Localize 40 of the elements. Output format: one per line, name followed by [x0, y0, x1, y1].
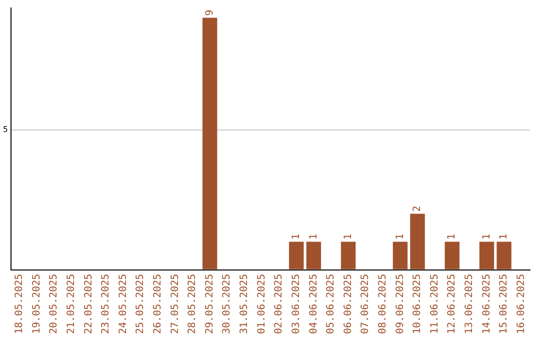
x-tick-label: 01.06.2025 — [256, 274, 268, 334]
x-tick-label: 23.05.2025 — [100, 274, 112, 334]
x-tick-label: 26.05.2025 — [152, 274, 164, 334]
x-tick-label: 13.06.2025 — [464, 274, 476, 334]
x-tick-label: 06.06.2025 — [342, 274, 354, 334]
x-tick-label: 10.06.2025 — [412, 274, 424, 334]
x-tick-label: 16.06.2025 — [516, 274, 527, 334]
data-label: 2 — [412, 206, 424, 212]
data-label: 1 — [498, 234, 510, 240]
x-tick-label: 04.06.2025 — [308, 274, 320, 334]
x-tick-label: 19.05.2025 — [31, 274, 42, 334]
x-tick-label: 31.05.2025 — [239, 274, 250, 334]
x-tick-label: 21.05.2025 — [66, 274, 77, 334]
data-label: 1 — [481, 234, 492, 240]
data-label: 9 — [204, 10, 216, 16]
x-tick-label: 12.06.2025 — [446, 274, 458, 334]
x-tick-label: 03.06.2025 — [290, 274, 302, 334]
x-tick-label: 24.05.2025 — [118, 274, 129, 334]
data-label: 1 — [342, 234, 354, 240]
x-tick-label: 25.05.2025 — [135, 274, 146, 334]
x-tick-label: 20.05.2025 — [48, 274, 60, 334]
x-tick-label: 27.05.2025 — [170, 274, 181, 334]
x-tick-label: 05.06.2025 — [326, 274, 337, 334]
data-label: 1 — [394, 234, 406, 240]
x-tick-label: 09.06.2025 — [394, 274, 406, 334]
x-tick-label: 07.06.2025 — [360, 274, 372, 334]
data-label: 1 — [446, 234, 458, 240]
data-label: 1 — [290, 234, 302, 240]
x-tick-label: 15.06.2025 — [498, 274, 510, 334]
x-tick-label: 22.05.2025 — [83, 274, 94, 334]
x-tick-label: 30.05.2025 — [222, 274, 233, 334]
x-tick-label: 08.06.2025 — [377, 274, 388, 334]
x-tick-label: 18.05.2025 — [14, 274, 26, 334]
y-tick-label: 5 — [2, 124, 8, 134]
x-tick-label: 29.05.2025 — [204, 274, 216, 334]
data-label: 1 — [308, 234, 320, 240]
x-tick-label: 14.06.2025 — [481, 274, 492, 334]
x-tick-label: 28.05.2025 — [187, 274, 198, 334]
x-tick-label: 11.06.2025 — [429, 274, 440, 334]
x-tick-label: 02.06.2025 — [274, 274, 285, 334]
